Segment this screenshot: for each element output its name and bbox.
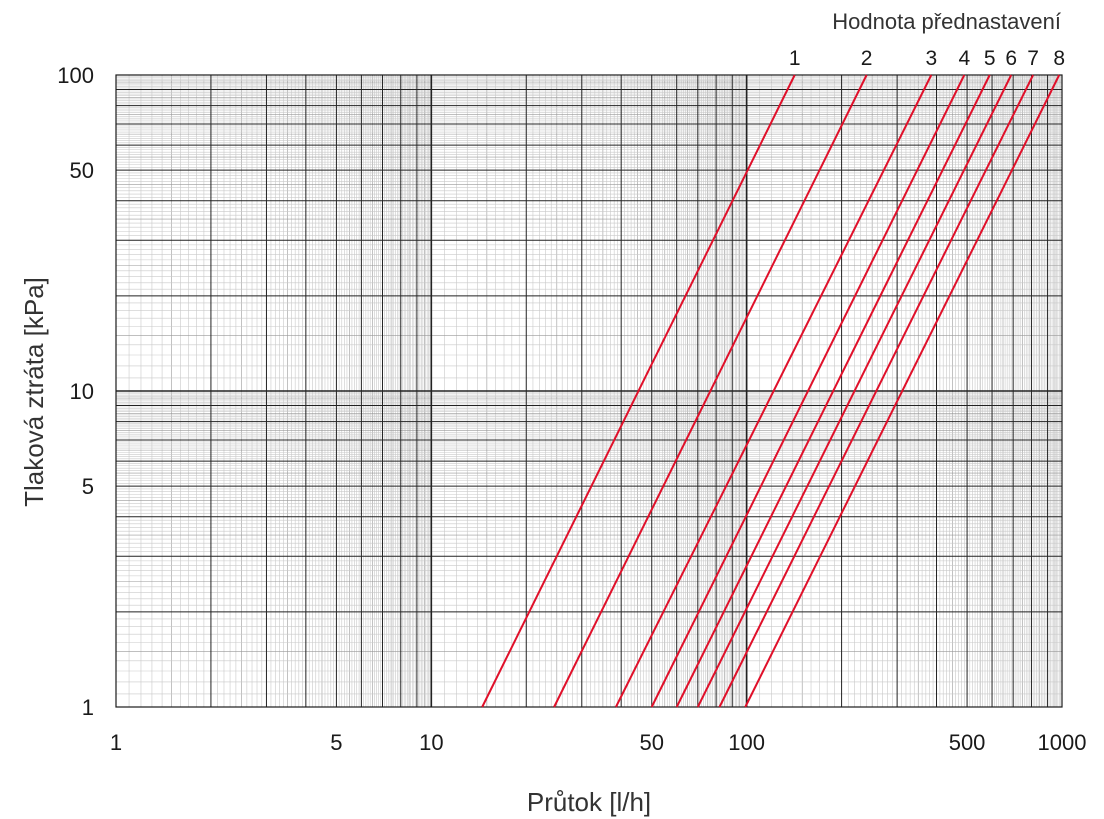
y-tick-label: 50 <box>70 158 94 183</box>
y-tick-label: 1 <box>82 695 94 720</box>
y-tick-label: 10 <box>70 379 94 404</box>
curve-2 <box>553 74 868 708</box>
x-axis-tick-labels: 1 5 10 50 100 500 1000 <box>110 730 1087 755</box>
curve-label-1: 1 <box>789 47 801 70</box>
x-tick-label: 5 <box>330 730 342 755</box>
y-axis-tick-labels: 1 5 10 50 100 <box>57 63 94 720</box>
plot-frame <box>115 74 1063 708</box>
x-tick-label: 10 <box>419 730 443 755</box>
curve-6 <box>696 74 1013 708</box>
curve-3 <box>615 74 933 708</box>
x-tick-label: 1000 <box>1038 730 1087 755</box>
major-grid <box>116 75 1062 707</box>
x-tick-label: 100 <box>728 730 765 755</box>
x-tick-label: 50 <box>639 730 663 755</box>
y-tick-label: 100 <box>57 63 94 88</box>
curve-label-2: 2 <box>861 47 873 70</box>
preset-curves <box>481 74 1061 708</box>
curve-7 <box>718 74 1034 708</box>
curve-label-3: 3 <box>925 47 937 70</box>
x-tick-label: 500 <box>949 730 986 755</box>
curve-4 <box>650 74 966 708</box>
y-axis-title: Tlaková ztráta [kPa] <box>19 277 49 507</box>
curve-label-5: 5 <box>984 47 996 70</box>
curve-label-8: 8 <box>1053 47 1065 70</box>
x-axis-title: Průtok [l/h] <box>527 787 651 817</box>
curve-label-7: 7 <box>1027 47 1039 70</box>
curve-label-6: 6 <box>1005 47 1017 70</box>
curve-5 <box>675 74 991 708</box>
curve-8 <box>744 74 1061 708</box>
curve-label-4: 4 <box>958 47 970 70</box>
y-tick-label: 5 <box>82 474 94 499</box>
legend-title: Hodnota přednastavení <box>832 9 1061 34</box>
x-tick-label: 1 <box>110 730 122 755</box>
curve-1 <box>481 74 796 708</box>
